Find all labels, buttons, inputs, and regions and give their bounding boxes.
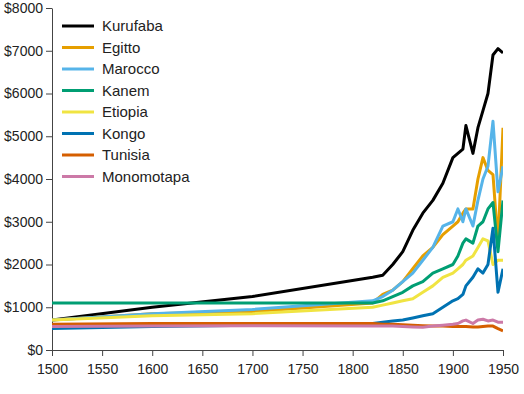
tick: $8000: [4, 0, 52, 16]
tick: 1550: [87, 350, 118, 377]
tick-mark: [46, 179, 52, 180]
tick: $0: [27, 342, 52, 358]
legend-swatch: [62, 25, 94, 28]
series-line: [52, 319, 503, 327]
legend-swatch: [62, 154, 94, 157]
tick-mark: [46, 222, 52, 223]
tick-label: $6000: [4, 85, 43, 101]
axis-line: [53, 350, 504, 351]
legend-label: Kongo: [102, 125, 145, 142]
tick-label: 1550: [87, 361, 118, 377]
tick-label: $8000: [4, 0, 43, 16]
tick-mark: [202, 350, 203, 356]
tick-mark: [303, 350, 304, 356]
legend: Kurufaba Egitto Marocco Kanem Etiopia Kongo Tu…: [62, 17, 190, 185]
tick-label: 1500: [37, 361, 68, 377]
tick: 1850: [388, 350, 419, 377]
tick-label: 1800: [338, 361, 369, 377]
tick: 1900: [438, 350, 469, 377]
legend-item: Tunisia: [62, 146, 150, 163]
legend-item: Etiopia: [62, 103, 149, 120]
tick-label: $5000: [4, 128, 43, 144]
tick-mark: [46, 8, 52, 9]
tick: $5000: [4, 128, 52, 144]
tick-label: 1650: [187, 361, 218, 377]
legend-swatch: [62, 89, 94, 92]
tick: 1750: [287, 350, 318, 377]
legend-label: Kurufaba: [102, 17, 164, 34]
tick: $3000: [4, 214, 52, 230]
legend-item: Kanem: [62, 82, 150, 99]
legend-swatch: [62, 46, 94, 49]
series-line: [52, 228, 503, 328]
tick-mark: [152, 350, 153, 356]
tick-mark: [46, 136, 52, 137]
series-line: [52, 49, 503, 320]
tick-label: $0: [27, 342, 43, 358]
legend-label: Marocco: [102, 60, 160, 77]
y-axis: $0 $1000 $2000 $3000 $4000 $5000 $6000 $7000 $80…: [4, 0, 52, 358]
tick-mark: [453, 350, 454, 356]
tick: 1650: [187, 350, 218, 377]
tick-label: 1750: [287, 361, 318, 377]
tick-mark: [46, 51, 52, 52]
series-line: [52, 239, 503, 320]
tick-mark: [102, 350, 103, 356]
legend-item: Kongo: [62, 125, 145, 142]
tick-mark: [46, 350, 52, 351]
tick: $1000: [4, 299, 52, 315]
tick-mark: [252, 350, 253, 356]
tick-mark: [46, 94, 52, 95]
tick: $4000: [4, 171, 52, 187]
tick-mark: [46, 265, 52, 266]
tick: 1500: [37, 350, 68, 377]
plot: $0 $1000 $2000 $3000 $4000 $5000 $6000 $7000 $80…: [4, 0, 519, 377]
legend-swatch: [62, 132, 94, 135]
tick-label: 1950: [488, 361, 519, 377]
tick: 1950: [488, 350, 519, 377]
tick-label: $1000: [4, 299, 43, 315]
legend-label: Monomotapa: [102, 168, 190, 185]
tick: 1700: [237, 350, 268, 377]
legend-item: Egitto: [62, 39, 140, 56]
tick: $2000: [4, 256, 52, 272]
legend-item: Monomotapa: [62, 168, 190, 185]
series-line: [52, 200, 503, 303]
tick: 1600: [137, 350, 168, 377]
tick-mark: [403, 350, 404, 356]
series-line: [52, 121, 503, 320]
tick-mark: [46, 307, 52, 308]
legend-item: Marocco: [62, 60, 160, 77]
tick: 1800: [338, 350, 369, 377]
legend-label: Kanem: [102, 82, 150, 99]
legend-label: Etiopia: [102, 103, 149, 120]
tick-label: 1600: [137, 361, 168, 377]
tick-label: $7000: [4, 43, 43, 59]
tick-mark: [52, 350, 53, 356]
legend-swatch: [62, 111, 94, 114]
tick-mark: [503, 350, 504, 356]
tick-label: $3000: [4, 214, 43, 230]
tick: $7000: [4, 43, 52, 59]
tick-label: 1900: [438, 361, 469, 377]
legend-swatch: [62, 175, 94, 178]
legend-swatch: [62, 68, 94, 71]
series-line: [52, 128, 503, 320]
legend-label: Egitto: [102, 39, 140, 56]
chart: $0 $1000 $2000 $3000 $4000 $5000 $6000 $7000 $80…: [0, 0, 524, 394]
tick-label: $4000: [4, 171, 43, 187]
legend-item: Kurufaba: [62, 17, 164, 34]
tick-mark: [353, 350, 354, 356]
x-axis: 1500 1550 1600 1650 1700 1750 1800 1850 1900 1950: [37, 350, 519, 377]
tick: $6000: [4, 85, 52, 101]
tick-label: 1850: [388, 361, 419, 377]
legend-label: Tunisia: [102, 146, 150, 163]
tick-label: $2000: [4, 256, 43, 272]
tick-label: 1700: [237, 361, 268, 377]
series-group: [52, 49, 503, 331]
axis-line: [52, 9, 53, 351]
